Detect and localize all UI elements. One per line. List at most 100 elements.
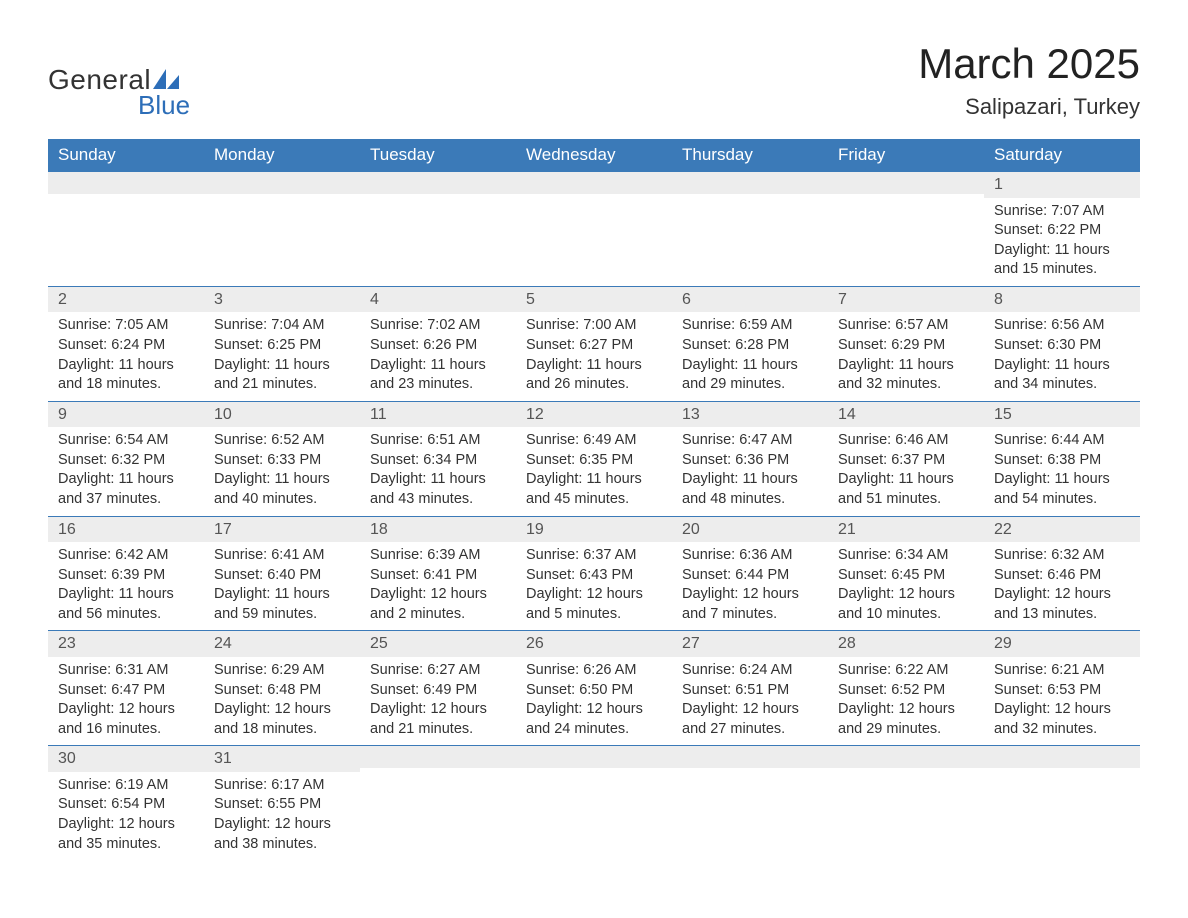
day-cell-number — [672, 172, 828, 198]
day-number: 9 — [48, 402, 204, 428]
month-title: March 2025 — [918, 40, 1140, 88]
day-cell-number: 18 — [360, 516, 516, 542]
day-cell-content — [360, 772, 516, 860]
day-number: 8 — [984, 287, 1140, 313]
day-details: Sunrise: 6:49 AMSunset: 6:35 PMDaylight:… — [516, 427, 672, 515]
day-details: Sunrise: 6:51 AMSunset: 6:34 PMDaylight:… — [360, 427, 516, 515]
day-number: 23 — [48, 631, 204, 657]
day-cell-content: Sunrise: 7:00 AMSunset: 6:27 PMDaylight:… — [516, 312, 672, 401]
day-details: Sunrise: 6:44 AMSunset: 6:38 PMDaylight:… — [984, 427, 1140, 515]
day-cell-content: Sunrise: 6:17 AMSunset: 6:55 PMDaylight:… — [204, 772, 360, 860]
day-cell-content: Sunrise: 6:59 AMSunset: 6:28 PMDaylight:… — [672, 312, 828, 401]
sunrise-line: Sunrise: 6:22 AM — [838, 661, 974, 681]
day-header: Sunday — [48, 139, 204, 172]
day-cell-content: Sunrise: 6:34 AMSunset: 6:45 PMDaylight:… — [828, 542, 984, 631]
day-details: Sunrise: 6:32 AMSunset: 6:46 PMDaylight:… — [984, 542, 1140, 630]
header: General Blue March 2025 Salipazari, Turk… — [48, 40, 1140, 121]
title-block: March 2025 Salipazari, Turkey — [918, 40, 1140, 120]
sunset-line: Sunset: 6:22 PM — [994, 221, 1130, 241]
daylight-line: Daylight: 12 hours and 29 minutes. — [838, 700, 974, 739]
sunset-line: Sunset: 6:34 PM — [370, 451, 506, 471]
day-details: Sunrise: 6:39 AMSunset: 6:41 PMDaylight:… — [360, 542, 516, 630]
sunrise-line: Sunrise: 6:32 AM — [994, 546, 1130, 566]
sunset-line: Sunset: 6:52 PM — [838, 681, 974, 701]
daylight-line: Daylight: 12 hours and 32 minutes. — [994, 700, 1130, 739]
sunrise-line: Sunrise: 6:52 AM — [214, 431, 350, 451]
daylight-line: Daylight: 12 hours and 10 minutes. — [838, 585, 974, 624]
day-details: Sunrise: 6:56 AMSunset: 6:30 PMDaylight:… — [984, 312, 1140, 400]
sunset-line: Sunset: 6:38 PM — [994, 451, 1130, 471]
day-details — [48, 198, 204, 268]
sunrise-line: Sunrise: 6:36 AM — [682, 546, 818, 566]
daylight-line: Daylight: 11 hours and 26 minutes. — [526, 356, 662, 395]
day-details: Sunrise: 6:52 AMSunset: 6:33 PMDaylight:… — [204, 427, 360, 515]
day-cell-content: Sunrise: 7:04 AMSunset: 6:25 PMDaylight:… — [204, 312, 360, 401]
sunset-line: Sunset: 6:44 PM — [682, 566, 818, 586]
daylight-line: Daylight: 11 hours and 18 minutes. — [58, 356, 194, 395]
sunrise-line: Sunrise: 6:31 AM — [58, 661, 194, 681]
day-number — [516, 746, 672, 768]
day-cell-number: 2 — [48, 286, 204, 312]
daylight-line: Daylight: 12 hours and 13 minutes. — [994, 585, 1130, 624]
sunrise-line: Sunrise: 6:24 AM — [682, 661, 818, 681]
day-number — [48, 172, 204, 194]
sunrise-line: Sunrise: 6:59 AM — [682, 316, 818, 336]
daylight-line: Daylight: 12 hours and 27 minutes. — [682, 700, 818, 739]
day-number: 25 — [360, 631, 516, 657]
day-cell-content — [984, 772, 1140, 860]
day-header: Saturday — [984, 139, 1140, 172]
day-number: 14 — [828, 402, 984, 428]
day-details: Sunrise: 6:19 AMSunset: 6:54 PMDaylight:… — [48, 772, 204, 860]
daylight-line: Daylight: 11 hours and 54 minutes. — [994, 470, 1130, 509]
sunset-line: Sunset: 6:37 PM — [838, 451, 974, 471]
day-number: 12 — [516, 402, 672, 428]
sunrise-line: Sunrise: 6:44 AM — [994, 431, 1130, 451]
day-cell-content: Sunrise: 7:07 AMSunset: 6:22 PMDaylight:… — [984, 198, 1140, 287]
day-details — [204, 198, 360, 268]
day-number: 20 — [672, 517, 828, 543]
day-details: Sunrise: 6:22 AMSunset: 6:52 PMDaylight:… — [828, 657, 984, 745]
brand-logo: General Blue — [48, 64, 190, 121]
sunrise-line: Sunrise: 6:39 AM — [370, 546, 506, 566]
sunset-line: Sunset: 6:53 PM — [994, 681, 1130, 701]
day-cell-content — [516, 772, 672, 860]
daylight-line: Daylight: 12 hours and 18 minutes. — [214, 700, 350, 739]
day-number — [360, 746, 516, 768]
day-details: Sunrise: 6:27 AMSunset: 6:49 PMDaylight:… — [360, 657, 516, 745]
sunset-line: Sunset: 6:39 PM — [58, 566, 194, 586]
day-cell-number: 30 — [48, 746, 204, 772]
sunset-line: Sunset: 6:28 PM — [682, 336, 818, 356]
day-details — [984, 772, 1140, 842]
sunset-line: Sunset: 6:50 PM — [526, 681, 662, 701]
day-cell-content: Sunrise: 6:21 AMSunset: 6:53 PMDaylight:… — [984, 657, 1140, 746]
day-cell-content: Sunrise: 6:31 AMSunset: 6:47 PMDaylight:… — [48, 657, 204, 746]
day-cell-content: Sunrise: 6:27 AMSunset: 6:49 PMDaylight:… — [360, 657, 516, 746]
day-cell-content: Sunrise: 6:19 AMSunset: 6:54 PMDaylight:… — [48, 772, 204, 860]
day-cell-content: Sunrise: 6:54 AMSunset: 6:32 PMDaylight:… — [48, 427, 204, 516]
day-details — [672, 772, 828, 842]
day-cell-number: 24 — [204, 631, 360, 657]
day-cell-content — [360, 198, 516, 287]
day-number: 22 — [984, 517, 1140, 543]
day-cell-number — [204, 172, 360, 198]
day-cell-content — [516, 198, 672, 287]
daylight-line: Daylight: 11 hours and 34 minutes. — [994, 356, 1130, 395]
day-cell-number: 26 — [516, 631, 672, 657]
sunrise-line: Sunrise: 6:21 AM — [994, 661, 1130, 681]
day-number: 31 — [204, 746, 360, 772]
day-header: Monday — [204, 139, 360, 172]
day-cell-number — [672, 746, 828, 772]
day-cell-number: 19 — [516, 516, 672, 542]
day-details: Sunrise: 6:26 AMSunset: 6:50 PMDaylight:… — [516, 657, 672, 745]
day-cell-number: 12 — [516, 401, 672, 427]
week-daynum-row: 16171819202122 — [48, 516, 1140, 542]
week-daynum-row: 1 — [48, 172, 1140, 198]
sunset-line: Sunset: 6:33 PM — [214, 451, 350, 471]
day-number: 5 — [516, 287, 672, 313]
day-number: 11 — [360, 402, 516, 428]
day-details — [516, 198, 672, 268]
day-cell-content: Sunrise: 6:41 AMSunset: 6:40 PMDaylight:… — [204, 542, 360, 631]
day-cell-content: Sunrise: 7:05 AMSunset: 6:24 PMDaylight:… — [48, 312, 204, 401]
week-content-row: Sunrise: 7:07 AMSunset: 6:22 PMDaylight:… — [48, 198, 1140, 287]
sunset-line: Sunset: 6:29 PM — [838, 336, 974, 356]
